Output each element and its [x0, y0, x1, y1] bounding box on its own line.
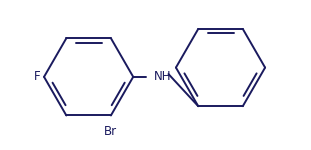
Text: F: F [34, 70, 40, 83]
Text: Br: Br [104, 125, 118, 138]
Text: NH: NH [154, 70, 171, 83]
